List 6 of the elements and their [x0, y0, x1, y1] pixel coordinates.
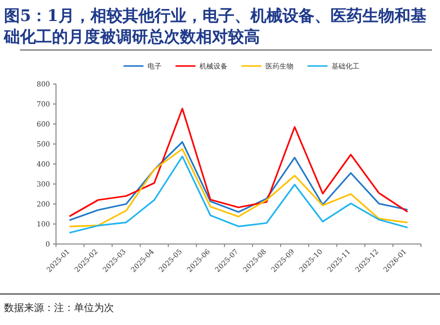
line-series: [69, 141, 408, 221]
source-note: 数据来源：注：单位为次: [4, 302, 114, 314]
line-series: [69, 148, 408, 228]
title: 图5：1月，相较其他行业，电子、机械设备、医药生物和基础化工的月度被调研总次数相对较高: [4, 6, 426, 46]
line-series: [69, 156, 408, 234]
line-series: [69, 108, 408, 217]
